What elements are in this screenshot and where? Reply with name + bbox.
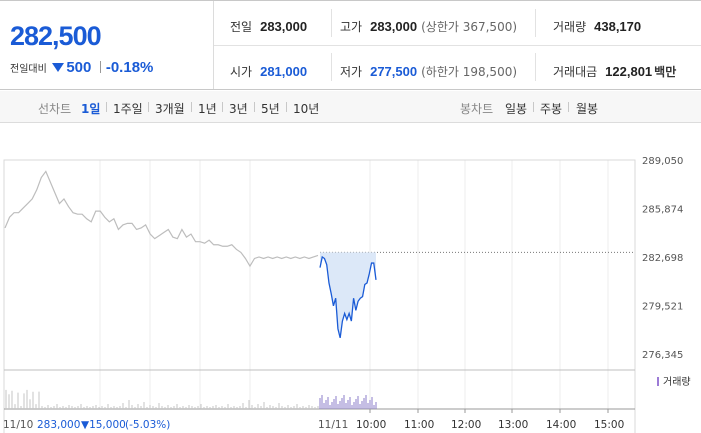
amount-stat: 거래대금 122,801 백만: [553, 63, 676, 80]
high-label: 고가: [340, 20, 363, 34]
low-value: 277,500: [370, 64, 418, 79]
tab-daily[interactable]: 일봉: [505, 102, 528, 116]
open-stat: 시가 281,000: [230, 63, 307, 80]
lower-limit: (하한가 198,500): [421, 65, 518, 79]
col-divider: [331, 53, 332, 81]
divider: [99, 61, 101, 73]
y-tick-label: 276,345: [642, 350, 683, 361]
prev-day-line: [4, 170, 319, 268]
line-chart-label: 선차트: [38, 102, 72, 116]
price-chart: 289,050 285,874 282,698 279,521 276,345 10:0…: [3, 156, 691, 433]
today-area: [320, 252, 376, 338]
tab-divider: [222, 102, 223, 112]
tab-10y[interactable]: 10년: [293, 102, 320, 116]
open-value: 281,000: [260, 64, 308, 79]
down-arrow-icon: [52, 63, 65, 72]
price-box: 282,500 전일대비 500 -0.18%: [0, 1, 214, 89]
x-axis-labels: 10:00 11:00 12:00 13:00 14:00 15:00: [356, 409, 624, 431]
prev-day-pct: (-5.03%): [125, 419, 170, 431]
upper-limit: (상한가 367,500): [421, 20, 518, 34]
tab-1w[interactable]: 1주일: [113, 102, 143, 116]
y-tick-label: 279,521: [642, 302, 683, 313]
tab-weekly[interactable]: 주봉: [540, 102, 563, 116]
change-value: 500: [66, 59, 92, 76]
tab-divider: [191, 102, 192, 112]
volume-bars: [5, 389, 377, 409]
tab-divider: [106, 102, 107, 112]
chart-grid: [99, 160, 635, 409]
tab-divider: [148, 102, 149, 112]
today-label: 11/11: [318, 419, 348, 431]
tab-divider: [286, 102, 287, 112]
y-axis-labels: 289,050 285,874 282,698 279,521 276,345: [642, 156, 683, 361]
tab-divider: [568, 102, 569, 112]
prev-close-stat: 전일 283,000: [230, 18, 307, 35]
col-divider: [535, 9, 536, 37]
y-tick-label: 285,874: [642, 205, 683, 216]
x-tick-label: 14:00: [546, 419, 576, 431]
prev-close-label: 전일: [230, 20, 253, 34]
high-value: 283,000: [370, 19, 418, 34]
amount-value: 122,801: [605, 64, 653, 79]
quote-panel: 282,500 전일대비 500 -0.18% 전일 283,000 고가 283,…: [0, 0, 701, 90]
high-stat: 고가 283,000 (상한가 367,500): [340, 18, 517, 35]
prev-day-label: 11/10: [3, 419, 33, 431]
volume-legend: 거래량: [663, 376, 691, 388]
prev-day-change: ▼15,000: [81, 419, 126, 431]
amount-label: 거래대금: [553, 65, 598, 79]
tab-divider: [533, 102, 534, 112]
volume-label: 거래량: [553, 20, 587, 34]
y-tick-label: 282,698: [642, 253, 683, 264]
x-tick-label: 11:00: [404, 419, 434, 431]
change-percent: -0.18%: [105, 59, 154, 76]
low-stat: 저가 277,500 (하한가 198,500): [340, 63, 517, 80]
tab-3y[interactable]: 3년: [229, 102, 248, 116]
x-tick-label: 15:00: [594, 419, 624, 431]
current-price: 282,500: [10, 21, 102, 51]
prev-close-value: 283,000: [260, 19, 308, 34]
col-divider: [331, 9, 332, 37]
open-label: 시가: [230, 65, 253, 79]
chart-series: [4, 170, 377, 339]
change-label: 전일대비: [10, 64, 47, 75]
volume-value: 438,170: [594, 19, 642, 34]
volume-stat: 거래량 438,170: [553, 18, 641, 35]
tab-3m[interactable]: 3개월: [155, 102, 185, 116]
row-divider: [214, 45, 701, 46]
x-tick-label: 10:00: [356, 419, 386, 431]
chart-frame: [3, 159, 636, 433]
tab-5y[interactable]: 5년: [261, 102, 280, 116]
today-line: [319, 255, 377, 339]
tab-divider: [254, 102, 255, 112]
change-row: 전일대비 500 -0.18%: [10, 59, 153, 76]
volume-legend-swatch: [657, 377, 659, 386]
tab-1d[interactable]: 1일: [81, 102, 101, 116]
col-divider: [535, 53, 536, 81]
amount-unit: 백만: [654, 65, 677, 79]
tab-1y[interactable]: 1년: [198, 102, 217, 116]
prev-day-price: 283,000: [37, 419, 80, 431]
candle-chart-label: 봉차트: [460, 102, 494, 116]
y-tick-label: 289,050: [642, 156, 683, 167]
x-tick-label: 13:00: [498, 419, 528, 431]
period-tabs: 선차트 1일 1주일 3개월 1년 3년 5년 10년 봉차트 일봉 주봉 월봉: [0, 91, 701, 123]
x-tick-label: 12:00: [451, 419, 481, 431]
tab-monthly[interactable]: 월봉: [576, 102, 599, 116]
low-label: 저가: [340, 65, 363, 79]
